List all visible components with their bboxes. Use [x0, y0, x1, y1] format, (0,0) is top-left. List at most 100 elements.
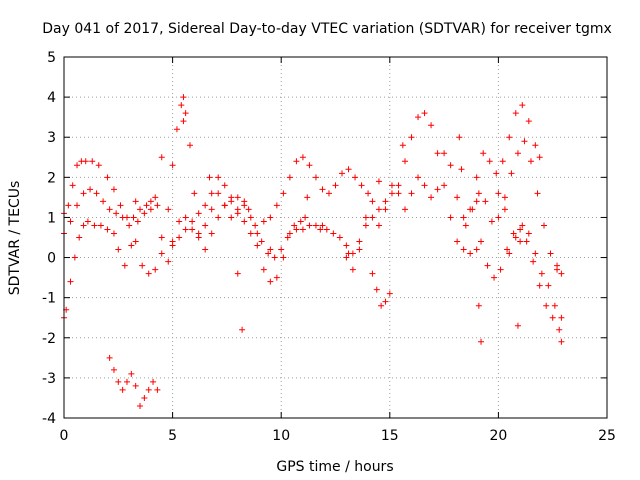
- data-point: [182, 214, 189, 221]
- data-point: [110, 186, 117, 193]
- data-point: [441, 150, 448, 157]
- data-point: [345, 166, 352, 173]
- data-point: [343, 254, 350, 261]
- data-point: [145, 386, 152, 393]
- data-point: [93, 190, 100, 197]
- data-point: [65, 202, 72, 209]
- data-point: [143, 202, 150, 209]
- data-point: [202, 246, 209, 253]
- data-point: [95, 162, 102, 169]
- data-point: [128, 242, 135, 249]
- data-point: [280, 190, 287, 197]
- data-point: [141, 394, 148, 401]
- data-point: [119, 386, 126, 393]
- data-point: [139, 262, 146, 269]
- data-point: [67, 278, 74, 285]
- data-point: [278, 246, 285, 253]
- data-point: [97, 222, 104, 229]
- data-point: [202, 222, 209, 229]
- data-point: [180, 94, 187, 101]
- data-point: [475, 190, 482, 197]
- y-tick-label: -1: [42, 291, 56, 307]
- data-point: [408, 134, 415, 141]
- data-point: [241, 218, 248, 225]
- data-point: [512, 110, 519, 117]
- data-point: [176, 234, 183, 241]
- chart-title: Day 041 of 2017, Sidereal Day-to-day VTE…: [42, 21, 612, 37]
- data-point: [113, 210, 120, 217]
- data-point: [345, 250, 352, 257]
- data-point: [158, 154, 165, 161]
- data-point: [286, 174, 293, 181]
- data-point: [189, 218, 196, 225]
- data-point: [234, 206, 241, 213]
- data-point: [319, 222, 326, 229]
- data-point: [382, 198, 389, 205]
- data-point: [488, 218, 495, 225]
- data-point: [106, 354, 113, 361]
- data-point: [549, 314, 556, 321]
- data-point: [74, 162, 81, 169]
- data-point: [247, 214, 254, 221]
- data-point: [234, 194, 241, 201]
- data-point: [428, 194, 435, 201]
- data-point: [558, 314, 565, 321]
- data-point: [137, 206, 144, 213]
- data-point: [395, 190, 402, 197]
- data-point: [532, 142, 539, 149]
- data-point: [306, 222, 313, 229]
- data-point: [473, 246, 480, 253]
- y-tick-label: 1: [47, 210, 56, 226]
- data-point: [462, 222, 469, 229]
- data-point: [260, 218, 267, 225]
- data-point: [152, 266, 159, 273]
- data-point: [460, 246, 467, 253]
- data-point: [280, 254, 287, 261]
- data-point: [458, 166, 465, 173]
- data-point: [312, 222, 319, 229]
- data-point: [454, 194, 461, 201]
- data-point: [191, 190, 198, 197]
- data-point: [158, 234, 165, 241]
- data-point: [421, 182, 428, 189]
- data-point: [349, 266, 356, 273]
- data-point: [402, 158, 409, 165]
- data-point: [80, 222, 87, 229]
- data-point: [473, 174, 480, 181]
- data-point: [536, 282, 543, 289]
- series-track-l: [462, 138, 565, 277]
- data-point: [551, 302, 558, 309]
- plot-frame: [63, 56, 608, 419]
- data-point: [258, 238, 265, 245]
- data-point: [525, 118, 532, 125]
- data-point: [215, 174, 222, 181]
- data-point: [375, 178, 382, 185]
- data-point: [147, 198, 154, 205]
- data-points: [61, 94, 565, 409]
- data-point: [128, 370, 135, 377]
- data-point: [302, 214, 309, 221]
- data-point: [415, 174, 422, 181]
- data-point: [117, 202, 124, 209]
- data-point: [508, 170, 515, 177]
- data-point: [165, 258, 172, 265]
- series-track-n: [506, 222, 565, 321]
- y-tick-label: 3: [47, 130, 56, 146]
- data-point: [284, 234, 291, 241]
- data-point: [519, 222, 526, 229]
- y-tick-label: 4: [47, 90, 56, 106]
- data-point: [495, 190, 502, 197]
- data-point: [352, 174, 359, 181]
- data-point: [447, 162, 454, 169]
- data-point: [454, 238, 461, 245]
- data-point: [121, 262, 128, 269]
- data-point: [556, 326, 563, 333]
- y-tick-label: -2: [42, 331, 56, 347]
- data-point: [514, 322, 521, 329]
- data-point: [74, 202, 81, 209]
- data-point: [536, 154, 543, 161]
- data-point: [195, 234, 202, 241]
- data-point: [506, 134, 513, 141]
- data-point: [104, 174, 111, 181]
- data-point: [402, 206, 409, 213]
